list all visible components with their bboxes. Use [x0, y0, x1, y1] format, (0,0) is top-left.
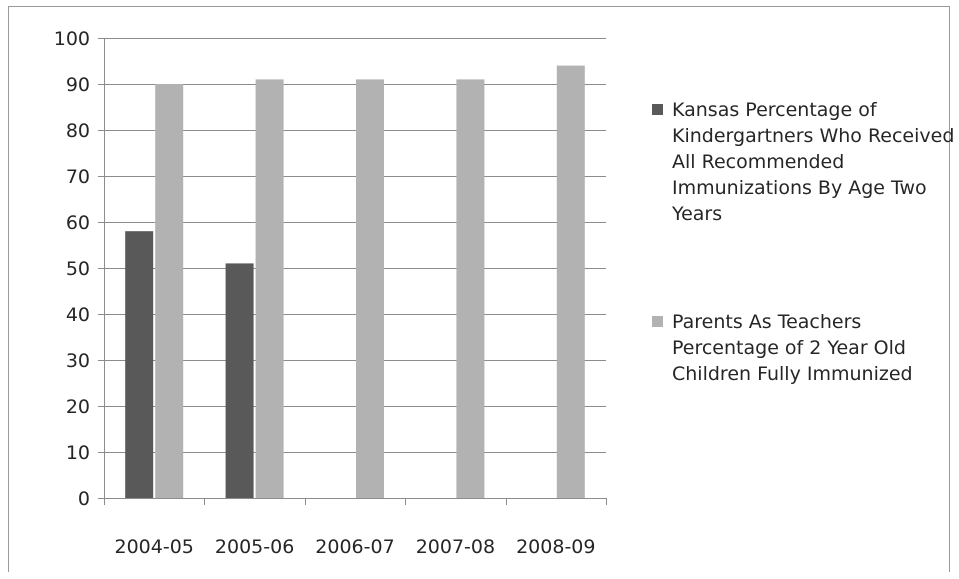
gridlines	[98, 38, 606, 499]
y-tick-label: 40	[66, 304, 90, 326]
bar-series-1-2005-06	[225, 263, 254, 498]
bar-series-2-2004-05	[155, 84, 184, 498]
x-tick-label: 2006-07	[315, 536, 394, 558]
x-tick-label: 2008-09	[516, 536, 595, 558]
y-tick-label: 80	[66, 120, 90, 142]
bar-series-1-2004-05	[125, 231, 154, 498]
y-tick-label: 10	[66, 442, 90, 464]
legend-item-kansas: Kansas Percentage of Kindergartners Who …	[652, 97, 959, 227]
y-tick-label: 50	[66, 258, 90, 280]
x-tick-labels: 2004-05 2005-06 2006-07 2007-08 2008-09	[115, 536, 596, 558]
y-tick-label: 60	[66, 212, 90, 234]
x-tick-label: 2004-05	[115, 536, 194, 558]
y-tick-label: 90	[66, 74, 90, 96]
bar-series-2-2006-07	[356, 79, 384, 499]
x-tick-label: 2005-06	[215, 536, 294, 558]
y-tick-label: 100	[54, 28, 90, 50]
bar-series-2-2008-09	[556, 65, 585, 498]
legend-label-kansas: Kansas Percentage of Kindergartners Who …	[672, 99, 955, 225]
y-tick-label: 0	[78, 488, 90, 510]
x-tick-label: 2007-08	[416, 536, 495, 558]
legend-swatch-kansas	[652, 104, 663, 115]
bar-series-2-2007-08	[456, 79, 485, 499]
y-tick-label: 30	[66, 350, 90, 372]
bars	[125, 65, 585, 499]
legend-label-parents-as-teachers: Parents As Teachers Percentage of 2 Year…	[672, 311, 913, 385]
y-tick-labels: 0 10 20 30 40 50 60 70 80 90 100	[54, 28, 90, 510]
bar-series-2-2005-06	[255, 79, 284, 499]
chart-frame	[8, 6, 950, 572]
legend-swatch-parents-as-teachers	[652, 316, 663, 327]
y-tick-label: 20	[66, 396, 90, 418]
legend-item-parents-as-teachers: Parents As Teachers Percentage of 2 Year…	[652, 309, 959, 387]
axes	[104, 38, 607, 505]
y-tick-label: 70	[66, 166, 90, 188]
